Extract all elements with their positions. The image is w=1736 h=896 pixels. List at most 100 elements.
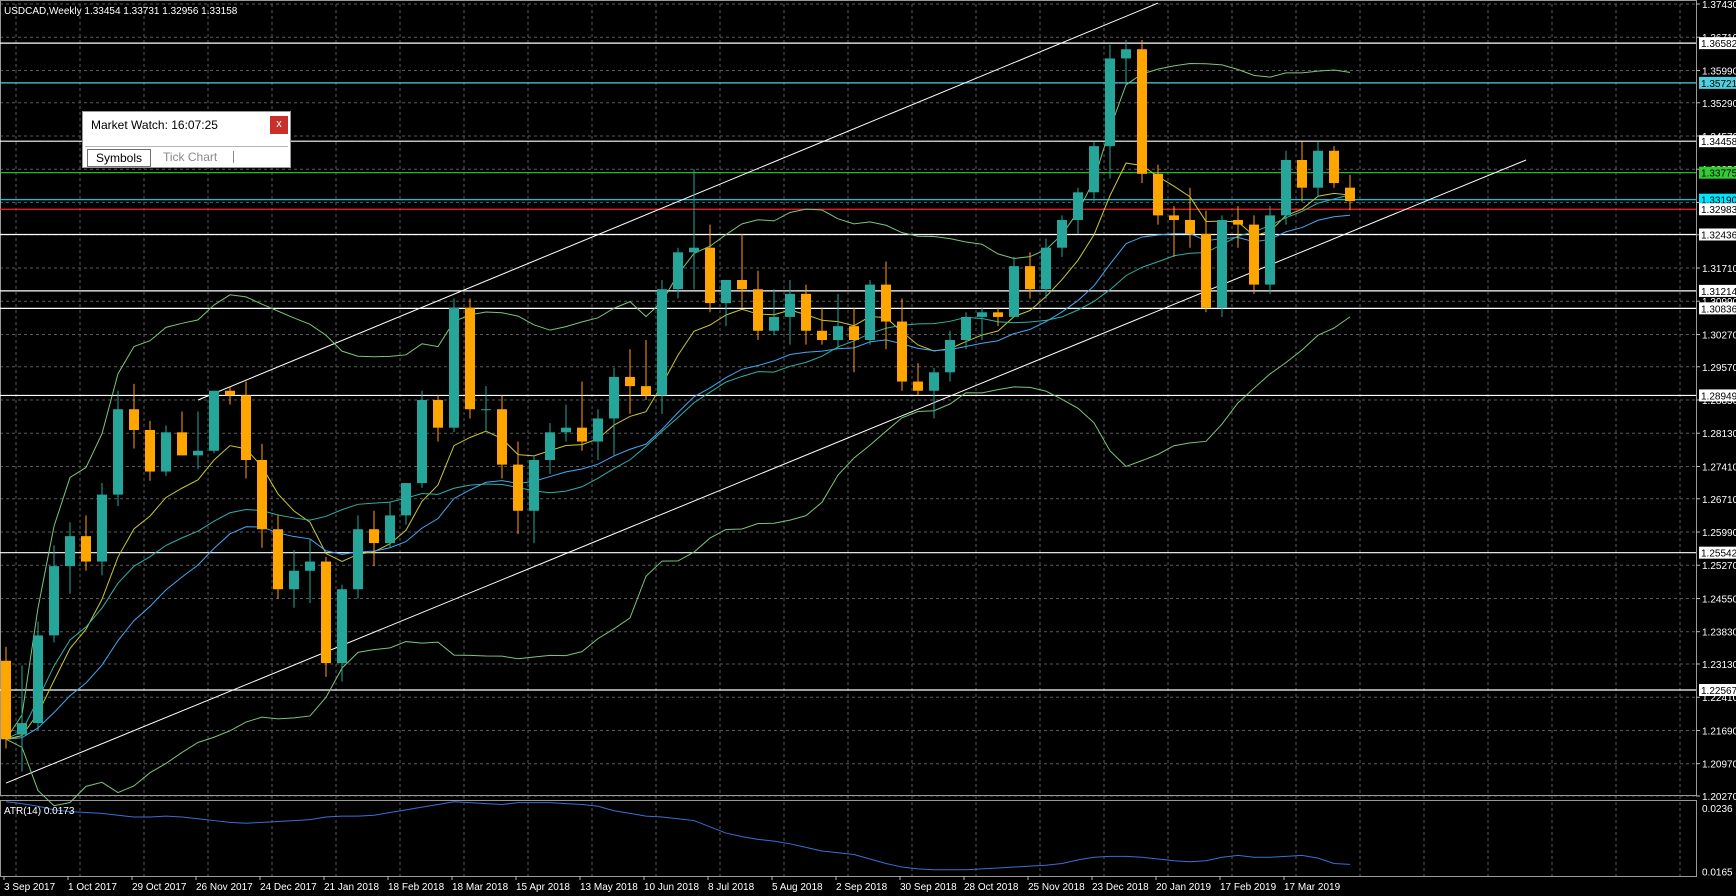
x-tick-label: 24 Dec 2017 [260,882,317,893]
candle-body [769,316,779,331]
x-tick-label: 20 Jan 2019 [1156,882,1211,893]
candle-body [81,536,91,562]
candle-body [801,293,811,331]
candle-body [1041,247,1051,290]
candle-body [1153,173,1163,216]
atr-line [5,801,1351,871]
candle-body [1329,150,1339,184]
price-level-label: 1.32983 [1701,205,1736,216]
candle-body [369,529,379,544]
candle-body [977,312,987,317]
candle-body [225,390,235,396]
candle-body [657,289,667,396]
x-tick-label: 23 Dec 2018 [1092,882,1149,893]
price-level-tag [1699,284,1736,297]
y-tick-label: 1.23130 [1702,660,1736,671]
candle-body [753,289,763,331]
candle-body [945,340,955,373]
candle-body [529,460,539,511]
candle-body [1297,160,1307,188]
y-tick-label: 1.25990 [1702,528,1736,539]
main-pane-border [0,0,1697,796]
y-tick-label: 1.31710 [1702,264,1736,275]
atr-y-tick-label: 0.0236 [1702,804,1733,815]
candle-body [145,430,155,472]
price-level-label: 1.25542 [1701,549,1736,560]
candle-body [449,307,459,428]
price-level-label: 1.34458 [1701,137,1736,148]
candle-body [561,427,571,433]
y-tick-label: 1.28850 [1702,396,1736,407]
candle-body [673,252,683,290]
candle-body [913,381,923,391]
candle-body [417,400,427,484]
candle-body [1009,266,1019,317]
y-tick-label: 1.22410 [1702,693,1736,704]
market-watch-title: Market Watch: 16:07:25 [91,118,218,132]
x-tick-label: 13 May 2018 [580,882,638,893]
candle-body [513,464,523,511]
x-tick-label: 26 Nov 2017 [196,882,253,893]
candle-body [721,280,731,304]
x-tick-label: 3 Sep 2017 [4,882,56,893]
candle-body [97,494,107,562]
candle-body [545,432,555,460]
candle-body [1073,192,1083,220]
candle-body [481,409,491,411]
price-level-tag [1699,389,1736,402]
candle-body [465,307,475,410]
candle-body [385,515,395,544]
candle-body [129,409,139,430]
candle-body [353,529,363,590]
candle-body [1249,224,1259,285]
price-level-tag [1699,683,1736,696]
candle-body [737,280,747,290]
x-tick-label: 18 Feb 2018 [388,882,445,893]
candle-body [1057,220,1067,248]
price-level-label: 1.36582 [1701,39,1736,50]
candle-body [49,566,59,636]
candle-body [401,483,411,516]
candle-body [705,247,715,304]
price-level-label: 1.22567 [1701,686,1736,697]
candle-body [209,390,219,451]
chart-title: USDCAD,Weekly 1.33454 1.33731 1.32956 1.… [4,6,238,17]
market-watch-window[interactable]: Market Watch: 16:07:25 x Symbols Tick Ch… [82,111,291,168]
candle-body [113,409,123,495]
candle-body [577,427,587,442]
candle-body [193,450,203,456]
y-tick-label: 1.27410 [1702,462,1736,473]
atr-title: ATR(14) 0.0173 [4,806,75,817]
ema-slow-line [5,214,1351,740]
price-level-tag [1699,37,1736,50]
candle-body [993,312,1003,317]
price-level-tag [1699,203,1736,216]
candle-body [849,326,859,340]
tab-symbols[interactable]: Symbols [87,149,152,167]
candle-body [961,316,971,340]
y-tick-label: 1.23830 [1702,628,1736,639]
x-tick-label: 29 Oct 2017 [132,882,187,893]
close-button[interactable]: x [270,116,288,134]
candle-body [865,284,875,340]
candle-body [641,386,651,396]
y-tick-label: 1.30270 [1702,330,1736,341]
candle-body [1345,187,1355,202]
tab-tick-chart[interactable]: Tick Chart [163,150,218,164]
candle-body [289,570,299,590]
candle-body [65,536,75,567]
candle-body [1313,150,1323,188]
y-tick-label: 1.26710 [1702,495,1736,506]
candle-body [1169,215,1179,220]
price-level-tag [1699,76,1736,89]
candle-body [593,418,603,442]
candle-body [1233,220,1243,225]
candle-body [433,400,443,428]
x-tick-label: 5 Aug 2018 [772,882,823,893]
x-tick-label: 28 Oct 2018 [964,882,1019,893]
x-tick-label: 25 Nov 2018 [1028,882,1085,893]
price-level-tag [1699,193,1736,206]
x-tick-label: 8 Jul 2018 [708,882,755,893]
candle-body [497,409,507,465]
